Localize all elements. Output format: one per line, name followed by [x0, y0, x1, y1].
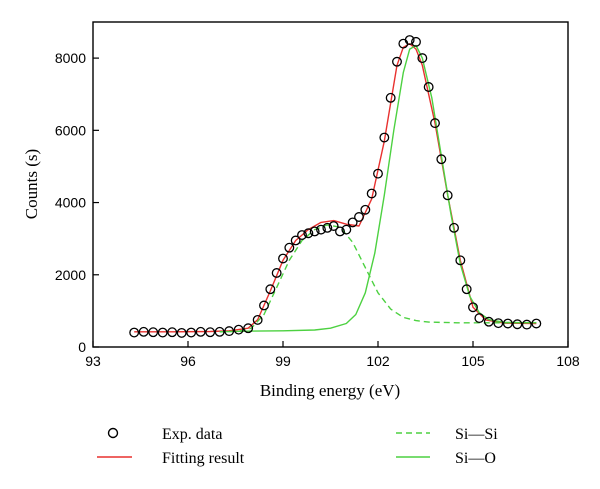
data-point-45: [455, 255, 466, 266]
series-line-fitting-result: [134, 43, 537, 333]
x-axis-ticks: 93 96 99 102 105 108: [85, 341, 580, 369]
y-tick-label-0: 0: [78, 339, 86, 355]
data-point-34: [385, 92, 396, 103]
fit-curves: [134, 43, 537, 333]
y-axis-label: Counts (s): [22, 149, 41, 219]
data-point-2: [148, 327, 159, 338]
data-point-13: [252, 314, 263, 325]
data-point-35: [392, 56, 402, 67]
data-point-32: [373, 168, 383, 179]
x-tick-label-3: 102: [366, 353, 390, 369]
data-point-38: [411, 36, 421, 47]
data-point-18: [284, 242, 295, 253]
data-point-54: [531, 318, 542, 329]
data-point-23: [316, 224, 326, 235]
x-tick-label-4: 105: [461, 353, 485, 369]
data-point-7: [195, 326, 206, 337]
data-point-5: [176, 327, 187, 338]
legend-label-si-o: Si—O: [455, 450, 496, 467]
data-point-40: [423, 82, 434, 92]
data-point-3: [157, 327, 168, 338]
legend-label-fitting-result: Fitting result: [162, 450, 245, 467]
legend-item-fitting-result: Fitting result: [97, 450, 245, 467]
data-point-4: [167, 327, 178, 338]
data-point-17: [278, 253, 288, 264]
data-point-6: [186, 327, 197, 338]
data-point-11: [233, 324, 244, 335]
data-point-14: [259, 300, 269, 311]
data-point-24: [322, 222, 333, 233]
legend-label-exp-data: Exp. data: [162, 426, 222, 443]
data-point-33: [379, 132, 390, 143]
plot-frame: [92, 21, 569, 348]
data-point-10: [224, 326, 235, 337]
exp-data-points: [129, 35, 542, 338]
y-tick-label-1: 2000: [55, 267, 86, 283]
data-point-12: [243, 323, 254, 334]
data-point-16: [271, 268, 282, 278]
data-point-50: [493, 318, 504, 329]
data-point-0: [129, 327, 140, 338]
legend: Exp. data Fitting result Si—Si Si—O: [97, 426, 498, 467]
data-point-37: [404, 35, 415, 46]
data-point-46: [461, 284, 472, 295]
data-point-29: [354, 212, 364, 222]
x-tick-label-1: 96: [180, 353, 196, 369]
legend-item-si-si: Si—Si: [396, 426, 498, 443]
data-point-20: [297, 230, 307, 241]
legend-item-si-o: Si—O: [396, 450, 496, 467]
series-line-si-o: [219, 44, 537, 333]
data-point-26: [335, 226, 345, 237]
data-point-48: [474, 313, 485, 324]
data-point-52: [512, 319, 523, 330]
data-point-39: [417, 53, 428, 64]
y-axis-ticks: 0 2000 4000 6000 8000: [55, 50, 99, 355]
data-point-8: [205, 327, 216, 338]
data-point-1: [138, 326, 149, 337]
data-point-44: [449, 222, 459, 233]
x-tick-label-5: 108: [556, 353, 580, 369]
data-point-30: [360, 204, 371, 215]
data-point-22: [309, 226, 320, 237]
x-axis-label: Binding energy (eV): [260, 381, 400, 400]
data-point-42: [436, 154, 447, 165]
data-point-27: [341, 224, 352, 235]
x-tick-label-0: 93: [85, 353, 101, 369]
legend-item-exp-data: Exp. data: [107, 426, 222, 443]
y-tick-label-3: 6000: [55, 122, 86, 138]
legend-label-si-si: Si—Si: [455, 426, 498, 443]
y-tick-label-4: 8000: [55, 50, 86, 66]
data-point-31: [366, 188, 377, 199]
data-point-49: [483, 316, 494, 327]
data-point-47: [468, 302, 478, 313]
y-tick-label-2: 4000: [55, 195, 86, 211]
x-tick-label-2: 99: [275, 353, 291, 369]
data-point-28: [347, 217, 358, 228]
data-point-15: [265, 284, 276, 295]
data-point-19: [290, 235, 301, 246]
data-point-41: [430, 118, 440, 129]
data-point-43: [442, 190, 453, 201]
data-point-51: [502, 318, 513, 329]
series-line-si-si: [219, 224, 537, 333]
legend-marker-exp-data: [107, 427, 119, 439]
data-point-21: [303, 228, 314, 239]
data-point-9: [214, 326, 225, 337]
data-point-53: [521, 319, 532, 330]
data-point-25: [328, 221, 339, 231]
